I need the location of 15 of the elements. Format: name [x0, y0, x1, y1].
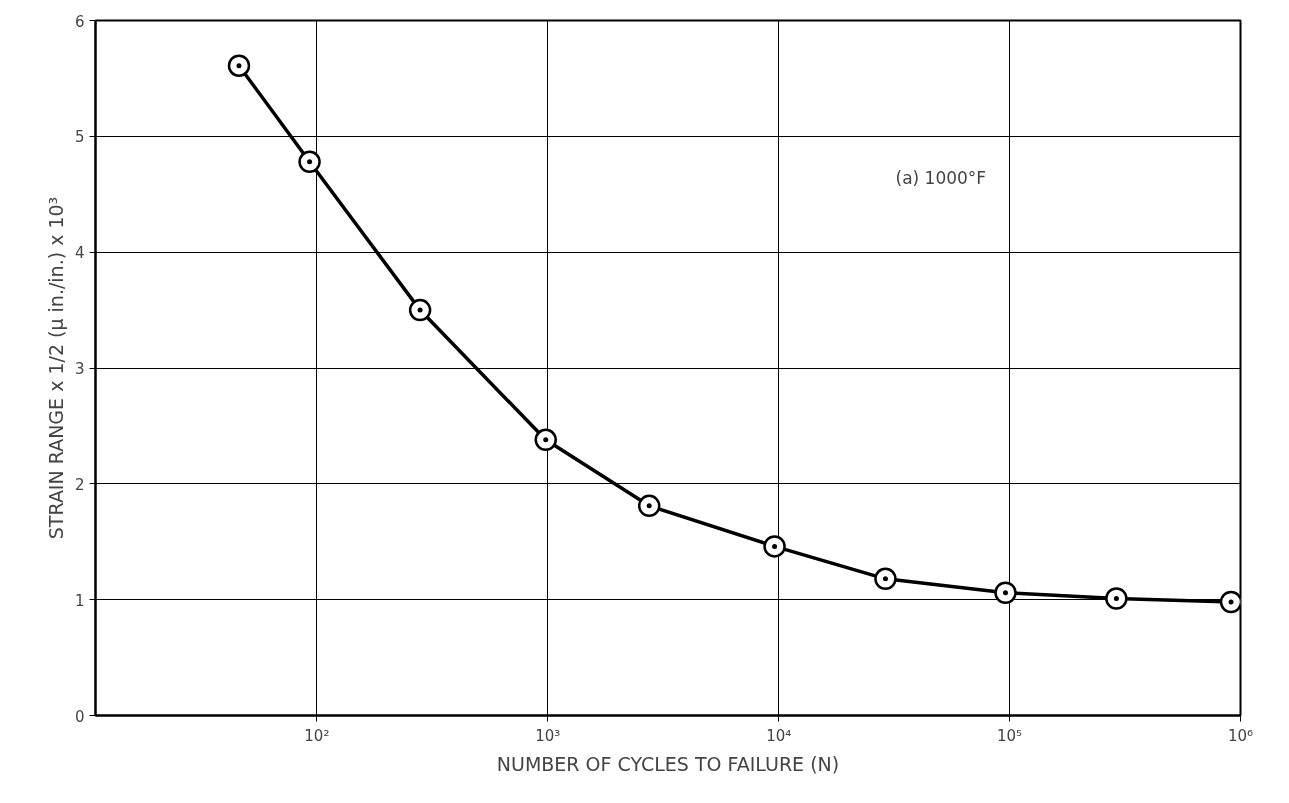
- y-tick-label: 4: [74, 244, 85, 263]
- x-tick-label: 10⁴: [766, 726, 792, 745]
- y-tick-label: 5: [74, 128, 85, 147]
- x-tick-label: 10³: [535, 726, 561, 745]
- x-tick-label: 10²: [304, 726, 330, 745]
- x-axis-title: NUMBER OF CYCLES TO FAILURE (N): [496, 752, 840, 775]
- y-axis-title: STRAIN RANGE x 1/2 (μ in./in.) x 10³: [44, 196, 67, 540]
- x-tick-label: 10⁵: [997, 726, 1023, 745]
- y-tick-label: 2: [74, 475, 85, 494]
- y-tick-label: 1: [74, 591, 85, 610]
- annotation: (a) 1000°F: [895, 167, 987, 188]
- y-tick-label: 0: [74, 707, 85, 726]
- y-tick-label: 3: [74, 360, 85, 378]
- y-tick-label: 6: [74, 12, 85, 31]
- x-tick-label: 10⁶: [1227, 726, 1254, 745]
